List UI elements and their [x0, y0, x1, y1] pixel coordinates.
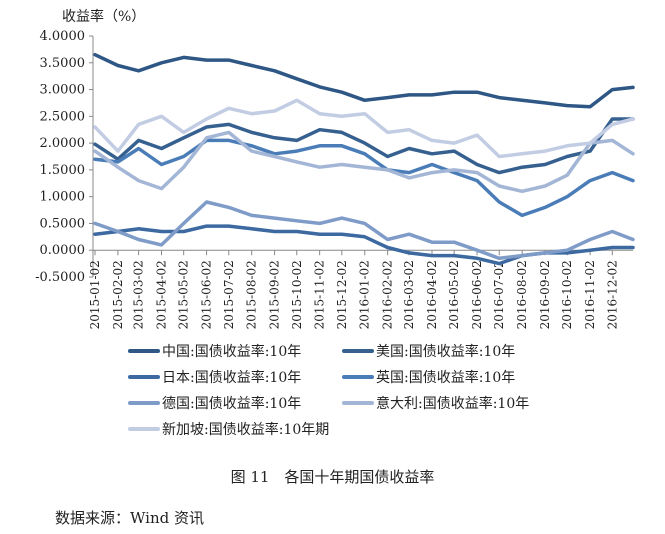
y-tick-label: 3.0000 [40, 83, 86, 98]
x-tick-label: 2015-01-02 [88, 260, 102, 329]
x-tick-label: 2016-03-02 [402, 260, 416, 329]
x-tick-label: 2016-02-02 [381, 260, 395, 329]
x-tick-label: 2015-03-02 [132, 260, 146, 329]
y-tick-label: 3.5000 [40, 56, 86, 71]
x-tick-label: 2016-01-02 [358, 260, 372, 329]
legend-swatch [128, 401, 160, 405]
series-line [93, 138, 635, 218]
x-tick-label: 2016-06-02 [470, 260, 484, 329]
y-tick-label: 2.0000 [40, 136, 86, 151]
x-tick-label: 2015-02-02 [111, 260, 125, 329]
legend-label: 日本:国债收益率:10年 [162, 370, 302, 386]
y-tick-label: -0.5000 [35, 270, 85, 285]
x-tick-label: 2015-07-02 [222, 260, 236, 329]
legend-swatch [128, 427, 160, 431]
x-tick-label: 2015-06-02 [200, 260, 214, 329]
y-axis-title: 收益率（%） [62, 9, 146, 25]
legend-item: 德国:国债收益率:10年 [128, 394, 301, 412]
legend-item: 英国:国债收益率:10年 [342, 368, 515, 386]
x-tick-label: 2016-10-02 [560, 260, 574, 329]
y-tick-label: 1.0000 [40, 190, 86, 205]
legend-label: 英国:国债收益率:10年 [376, 370, 516, 386]
y-tick-label: 0.5000 [40, 216, 86, 231]
legend-item: 意大利:国债收益率:10年 [342, 394, 529, 412]
legend-label: 新加坡:国债收益率:10年期 [162, 422, 330, 438]
series-line [93, 52, 635, 109]
legend-swatch [342, 401, 374, 405]
legend-item: 中国:国债收益率:10年 [128, 342, 301, 360]
x-tick-label: 2016-08-02 [515, 260, 529, 329]
legend-item: 日本:国债收益率:10年 [128, 368, 301, 386]
x-tick-label: 2015-05-02 [177, 260, 191, 329]
series-line [93, 200, 635, 261]
series-line [93, 117, 635, 175]
figure-caption: 图 11 各国十年期国债收益率 [230, 468, 435, 486]
line-chart: 4.0000 3.5000 3.0000 2.5000 2.0000 1.5000 1.00… [35, 29, 635, 329]
x-tick-label: 2016-12-02 [605, 260, 619, 329]
x-tick-label: 2015-11-02 [313, 260, 327, 329]
legend-swatch [342, 375, 374, 379]
x-tick-label: 2015-09-02 [268, 260, 282, 329]
x-tick-label: 2015-12-02 [335, 260, 349, 329]
x-tick-label: 2016-04-02 [425, 260, 439, 329]
x-tick-label: 2016-09-02 [538, 260, 552, 329]
legend-swatch [128, 375, 160, 379]
legend-label: 美国:国债收益率:10年 [376, 344, 516, 360]
y-tick-label: 2.5000 [40, 109, 86, 124]
series-line [93, 130, 635, 194]
legend-swatch [342, 349, 374, 353]
x-tick-label: 2016-07-02 [492, 260, 506, 329]
legend-label: 中国:国债收益率:10年 [162, 344, 302, 360]
x-tick-label: 2016-05-02 [447, 260, 461, 329]
x-tick-label: 2016-11-02 [583, 260, 597, 329]
legend-label: 德国:国债收益率:10年 [162, 396, 302, 412]
y-tick-label: 0.0000 [40, 243, 86, 258]
legend-swatch [128, 349, 160, 353]
y-tick-label: 4.0000 [40, 29, 86, 44]
x-tick-label: 2015-08-02 [245, 260, 259, 329]
x-tick-label: 2015-04-02 [155, 260, 169, 329]
legend-item: 新加坡:国债收益率:10年期 [128, 420, 329, 438]
series-line [93, 98, 635, 159]
y-tick-label: 1.5000 [40, 163, 86, 178]
x-tick-label: 2015-10-02 [290, 260, 304, 329]
legend-item: 美国:国债收益率:10年 [342, 342, 515, 360]
legend-label: 意大利:国债收益率:10年 [376, 396, 530, 412]
data-source: 数据来源：Wind 资讯 [55, 509, 204, 527]
